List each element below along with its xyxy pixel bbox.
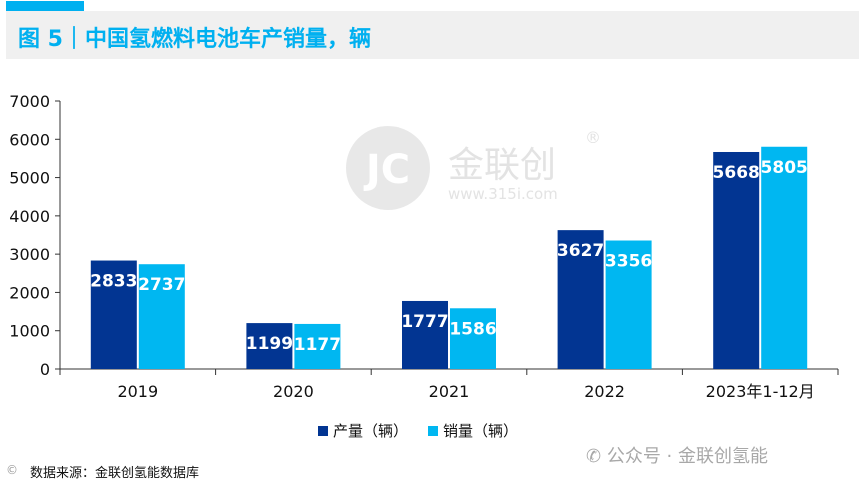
legend-label-production: 产量（辆） (333, 422, 408, 440)
chart-title: 图 5｜中国氢燃料电池车产销量，辆 (18, 27, 371, 52)
y-tick-label: 5000 (9, 169, 50, 188)
data-label-production: 3627 (557, 241, 604, 261)
y-axis: 0 1000 2000 3000 4000 5000 6000 7000 (9, 92, 61, 379)
bar-production (246, 323, 293, 369)
bar-production (402, 300, 448, 369)
watermark-logo-text: 金联创 (448, 145, 556, 186)
bar-production (713, 151, 760, 369)
legend-label-sales: 销量（辆） (443, 422, 518, 440)
svg-text:JC: JC (363, 147, 410, 193)
x-tick-label: 2021 (429, 382, 470, 401)
bar-sales (605, 240, 652, 369)
y-tick-label: 7000 (9, 92, 50, 111)
x-tick-label: 2020 (273, 382, 314, 401)
bars-group (90, 146, 808, 369)
data-label-production: 2833 (90, 272, 137, 292)
legend-swatch-sales (428, 426, 438, 436)
legend-swatch-production (318, 426, 328, 436)
data-label-sales: 1177 (294, 335, 341, 355)
y-tick-label: 1000 (9, 322, 50, 341)
x-tick-label: 2019 (117, 382, 158, 401)
bar-sales (138, 264, 185, 369)
bar-labels-group: 2833 1199 1777 3627 5668 2737 1177 1586 3356 5805 (90, 158, 808, 355)
x-tick-label: 2023年1-12月 (706, 382, 815, 401)
bar-production (90, 260, 137, 369)
data-label-sales: 5805 (761, 158, 808, 178)
y-tick-label: 2000 (9, 283, 50, 302)
y-tick-label: 6000 (9, 130, 50, 149)
data-label-production: 1777 (401, 312, 448, 332)
watermark-registered-icon: ® (585, 128, 601, 147)
source-note: 数据来源：金联创氢能数据库 (30, 466, 200, 481)
y-tick-label: 4000 (9, 207, 50, 226)
watermark-url: www.315i.com (448, 185, 558, 203)
header-accent-bar (6, 1, 84, 11)
watermark-account: ✆ 公众号 · 金联创氢能 (586, 442, 768, 468)
data-label-production: 1199 (246, 334, 293, 354)
bar-sales (450, 308, 496, 369)
bar-production (557, 230, 604, 369)
data-label-sales: 3356 (605, 252, 652, 272)
watermark-account-text: 公众号 · 金联创氢能 (606, 446, 768, 467)
watermark-logo: JC (346, 126, 430, 210)
title-band (6, 11, 859, 59)
y-tick-label: 3000 (9, 245, 50, 264)
x-axis: 2019 2020 2021 2022 2023年1-12月 (59, 368, 839, 401)
bar-sales (294, 323, 341, 369)
seal-icon: © (6, 463, 18, 477)
y-tick-label: 0 (40, 360, 50, 379)
wechat-icon: ✆ (586, 446, 602, 467)
x-tick-label: 2022 (584, 382, 625, 401)
data-label-sales: 2737 (138, 275, 185, 295)
bar-sales (761, 146, 808, 369)
data-label-sales: 1586 (449, 319, 496, 339)
legend: 产量（辆） 销量（辆） (318, 422, 518, 440)
data-label-production: 5668 (713, 163, 760, 183)
